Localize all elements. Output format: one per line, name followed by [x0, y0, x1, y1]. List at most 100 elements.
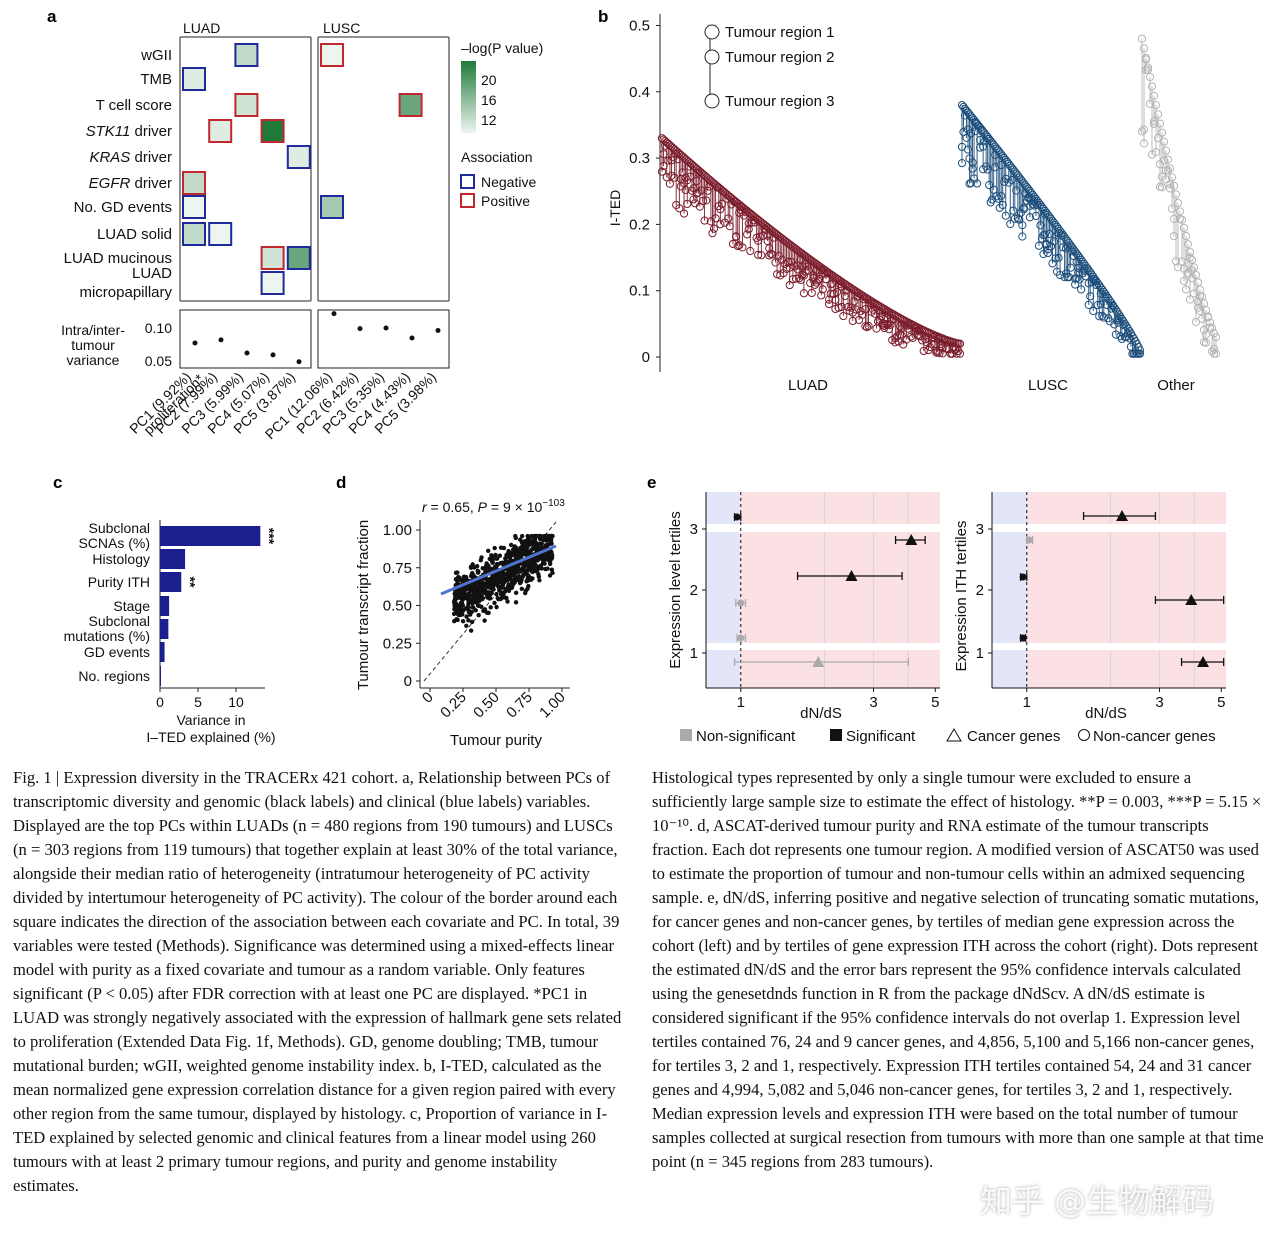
d-point [495, 562, 500, 567]
b-region-point [1043, 248, 1053, 258]
negative-legend-label: Negative [481, 174, 536, 190]
b-region-point [1009, 206, 1018, 215]
b-region-point [657, 167, 667, 176]
e-y-tick-label: 2 [690, 582, 698, 599]
d-point [470, 570, 475, 576]
d-point [544, 553, 550, 558]
variance-label-3: variance [67, 352, 120, 368]
b-region-point [1063, 237, 1072, 246]
b-region-point [711, 214, 720, 223]
b-region-point [1040, 210, 1050, 219]
b-region-point [985, 180, 994, 190]
d-point [499, 577, 505, 582]
e-x-tick-label: 1 [1023, 694, 1031, 711]
d-point [537, 554, 543, 560]
b-region-point [791, 274, 801, 283]
b-region-point [1211, 333, 1221, 342]
e-cancer-estimate [1116, 510, 1129, 521]
b-y-tick-label: 0 [642, 349, 650, 366]
variance-point [331, 311, 337, 317]
d-point [488, 605, 493, 610]
e-band-separator [706, 643, 940, 650]
d-point [513, 551, 518, 556]
b-region-point [1145, 72, 1155, 82]
lusc-heatmap-frame [317, 36, 450, 302]
b-region-point [861, 322, 870, 331]
d-point [468, 628, 474, 633]
row-label-5: EGFR driver [89, 175, 172, 192]
d-point [464, 623, 469, 629]
d-point [492, 545, 497, 551]
row-label-rest: driver [130, 123, 172, 140]
b-region-point [1179, 223, 1189, 233]
d-point [543, 543, 549, 548]
b-region-point [698, 196, 708, 206]
b-region-point [1012, 186, 1021, 195]
b-region-point [1159, 137, 1169, 146]
row-label-8: LUAD mucinous [64, 250, 172, 267]
c-x-tick-label: 0 [156, 694, 164, 710]
b-region-point [1040, 230, 1050, 239]
b-region-point [991, 163, 1000, 172]
d-point [513, 600, 519, 605]
b-region-point [825, 295, 834, 304]
d-x-tick-label: 0.25 [437, 689, 470, 722]
d-point [492, 600, 497, 606]
variance-point [357, 326, 363, 332]
lusc-column-title: LUSC [323, 20, 360, 36]
row-label-4: KRAS driver [89, 149, 172, 166]
e-band-separator [992, 524, 1226, 532]
e-noncancer-estimate [737, 599, 745, 607]
b-region-point [1179, 276, 1189, 286]
pvalue-tick: 20 [481, 72, 497, 88]
b-region-point [1149, 91, 1159, 100]
c-category-label: GD events [84, 644, 150, 660]
d-point [486, 610, 491, 616]
c-bar [160, 526, 261, 546]
d-point [532, 545, 538, 551]
b-region-point [1084, 266, 1093, 275]
b-y-tick-label: 0.5 [629, 18, 650, 35]
b-region-point [837, 302, 846, 311]
watermark: 知乎 @生物解码 [980, 1182, 1215, 1220]
b-region-point [1080, 264, 1089, 273]
b-region-point [788, 275, 797, 284]
d-point [547, 560, 553, 565]
pvalue-tick: 16 [481, 92, 497, 108]
b-region-point [1171, 257, 1181, 266]
d-y-tick-label: 0.25 [383, 635, 412, 652]
b-region-point [907, 332, 916, 341]
row-label-2: T cell score [96, 97, 172, 114]
d-point [481, 608, 486, 613]
b-region-point [1054, 253, 1063, 262]
b-region-point [891, 338, 900, 347]
e-cancer-estimate [812, 656, 825, 667]
b-region-point [702, 196, 711, 205]
b-region-point [979, 142, 988, 151]
b-region-point [1006, 219, 1015, 229]
c-category-label: Subclonal [89, 520, 151, 536]
d-stat-mid: = 0.65, [427, 499, 478, 515]
d-y-tick-label: 0.50 [383, 598, 412, 615]
b-region-point [834, 303, 843, 312]
figure-caption-right: Histological types represented by only a… [652, 766, 1268, 1174]
d-point [495, 595, 500, 601]
b-region-point [1092, 276, 1101, 286]
d-point [490, 586, 496, 591]
d-point [513, 545, 518, 550]
b-region-point [847, 303, 856, 312]
b-region-point [1157, 128, 1167, 137]
e-x-tick-label: 5 [1217, 694, 1225, 711]
b-region-point [994, 194, 1003, 203]
b-region-point [1185, 253, 1195, 262]
b-region-point [1086, 268, 1095, 277]
b-region-point [1057, 228, 1066, 238]
d-point [526, 573, 531, 578]
d-point [505, 599, 510, 604]
b-region-point [1165, 164, 1175, 173]
b-y-tick-label: 0.2 [629, 216, 650, 233]
d-point [536, 574, 542, 579]
c-category-label: Subclonal [89, 613, 151, 629]
b-region-point [724, 214, 733, 223]
